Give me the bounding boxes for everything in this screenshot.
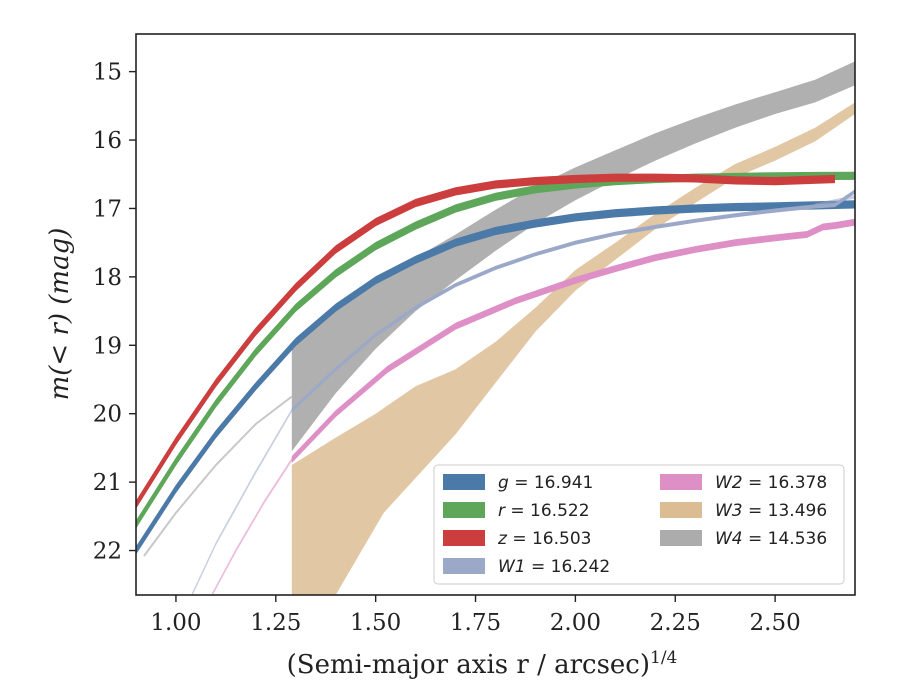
legend-band-value: = 14.536: [743, 529, 828, 549]
series-w2-ext-line: [211, 457, 292, 595]
legend-label-w4: W4 = 14.536: [715, 529, 827, 549]
legend-label-w2: W2 = 16.378: [715, 473, 827, 493]
legend-swatch-w1: [443, 558, 485, 574]
plot-frame: [135, 33, 856, 596]
series-w4-band: [291, 61, 855, 452]
legend-swatch-w3: [660, 502, 702, 518]
legend-swatch-w4: [660, 530, 702, 546]
legend-band-value: = 16.941: [509, 473, 594, 493]
legend-band-value: = 16.378: [743, 473, 828, 493]
legend-band-name: W2: [715, 473, 743, 493]
x-axis-label-superscript: 1/4: [650, 648, 677, 668]
series-w4-extension-line: [143, 395, 293, 557]
legend-band-name: z: [497, 529, 508, 549]
series-w3-band: [291, 102, 855, 595]
legend-band-value: = 16.242: [526, 557, 611, 577]
legend-swatch-w2: [660, 474, 702, 490]
series-w1-ext-line: [191, 408, 292, 595]
legend-label-g: g = 16.941: [498, 473, 593, 493]
y-tick-label: 17: [93, 196, 122, 222]
legend-label-r: r = 16.522: [498, 501, 590, 521]
y-tick-label: 16: [93, 128, 122, 154]
legend-swatch-g: [443, 474, 485, 490]
x-tick-label: 2.50: [750, 610, 801, 636]
y-axis: 15 16 17 18 19 20 21 22: [93, 60, 136, 565]
x-tick-label: 2.25: [650, 610, 701, 636]
legend-band-name: r: [498, 501, 506, 521]
y-axis-label: m(< r) (mag): [45, 228, 75, 401]
legend-band-value: = 16.503: [507, 529, 592, 549]
band-layer: [291, 61, 855, 595]
y-tick-label: 22: [93, 539, 122, 565]
y-tick-label: 19: [93, 333, 122, 359]
x-tick-label: 1.75: [450, 610, 501, 636]
y-tick-label: 15: [93, 60, 122, 86]
legend-label-w1: W1 = 16.242: [498, 557, 610, 577]
y-tick-label: 21: [93, 470, 122, 496]
x-axis: 1.00 1.25 1.50 1.75 2.00 2.25 2.50: [150, 595, 801, 636]
x-tick-label: 1.00: [150, 610, 201, 636]
y-tick-label: 20: [93, 402, 122, 428]
x-axis-label: (Semi-major axis r / arcsec)1/4: [287, 648, 678, 680]
legend-label-w3: W3 = 13.496: [715, 501, 827, 521]
x-tick-label: 1.25: [250, 610, 301, 636]
series-w1-ext2-line: [815, 195, 855, 207]
legend-frame: [433, 464, 845, 585]
legend-band-value: = 13.496: [743, 501, 828, 521]
x-tick-label: 1.50: [350, 610, 401, 636]
line-layer: [136, 171, 855, 595]
x-tick-label: 2.00: [550, 610, 601, 636]
legend-band-name: g: [498, 473, 509, 493]
legend-swatch-r: [443, 502, 485, 518]
legend-band-value: = 16.522: [505, 501, 590, 521]
x-axis-label-main: (Semi-major axis r / arcsec): [287, 650, 650, 680]
legend-band-name: W4: [715, 529, 743, 549]
legend-label-z: z = 16.503: [497, 529, 591, 549]
legend-swatch-z: [443, 530, 485, 546]
legend-band-name: W1: [498, 557, 526, 577]
legend-band-name: W3: [715, 501, 743, 521]
y-tick-label: 18: [93, 265, 122, 291]
